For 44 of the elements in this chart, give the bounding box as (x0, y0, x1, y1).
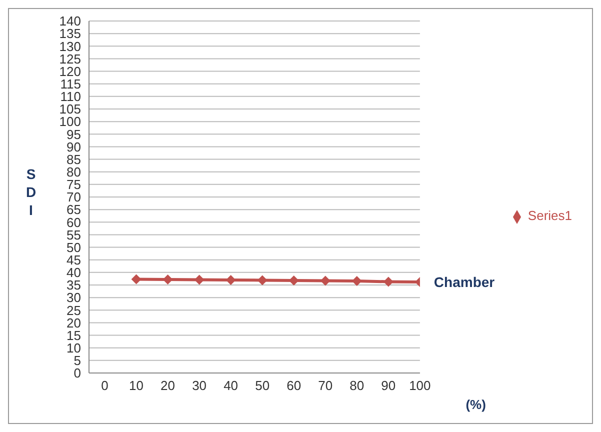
x-tick-label: 90 (381, 378, 396, 394)
y-tick-label: 10 (66, 340, 81, 356)
x-tick-label: 0 (101, 378, 108, 394)
x-tick-label: 60 (286, 378, 302, 394)
y-tick-label: 55 (66, 227, 81, 242)
y-tick-label: 65 (66, 202, 81, 218)
y-tick-label: 5 (74, 353, 81, 368)
y-axis-title: SDI (26, 166, 36, 218)
y-tick-label: 45 (66, 252, 81, 268)
x-tick-label: 80 (350, 378, 364, 394)
y-tick-label: 100 (59, 114, 81, 130)
y-tick-label: 130 (59, 38, 81, 54)
y-tick-label: 60 (66, 214, 81, 230)
legend-label: Series1 (528, 208, 572, 224)
y-tick-label: 50 (66, 240, 81, 255)
x-tick-label: 40 (224, 378, 238, 394)
y-tick-label: 110 (60, 89, 81, 104)
y-tick-label: 30 (66, 290, 81, 306)
x-tick-label: 30 (192, 378, 207, 394)
x-tick-label: 50 (255, 378, 270, 394)
x-tick-label: 100 (409, 378, 431, 394)
y-tick-label: 70 (66, 190, 81, 205)
y-tick-label: 125 (59, 51, 81, 66)
x-tick-label: 10 (129, 378, 144, 394)
annotation: Chamber (434, 274, 496, 290)
x-axis-title: (%) (466, 397, 486, 412)
y-tick-label: 95 (66, 126, 81, 142)
x-tick-label: 70 (318, 378, 333, 394)
y-tick-label: 135 (59, 26, 81, 42)
y-tick-label: 25 (66, 302, 81, 318)
y-tick-label: 120 (59, 64, 81, 79)
y-tick-label: 115 (60, 76, 81, 92)
y-tick-label: 140 (59, 14, 81, 29)
x-tick-label: 20 (160, 378, 176, 394)
y-tick-label: 90 (66, 139, 81, 154)
y-tick-label: 15 (66, 328, 81, 343)
y-tick-label: 20 (66, 315, 81, 330)
y-tick-label: 0 (74, 366, 81, 381)
y-tick-label: 35 (66, 278, 81, 293)
y-tick-label: 75 (66, 177, 81, 192)
y-tick-label: 40 (66, 265, 81, 280)
y-tick-label: 105 (59, 102, 81, 117)
y-tick-label: 85 (66, 152, 81, 167)
y-tick-label: 80 (66, 164, 81, 180)
